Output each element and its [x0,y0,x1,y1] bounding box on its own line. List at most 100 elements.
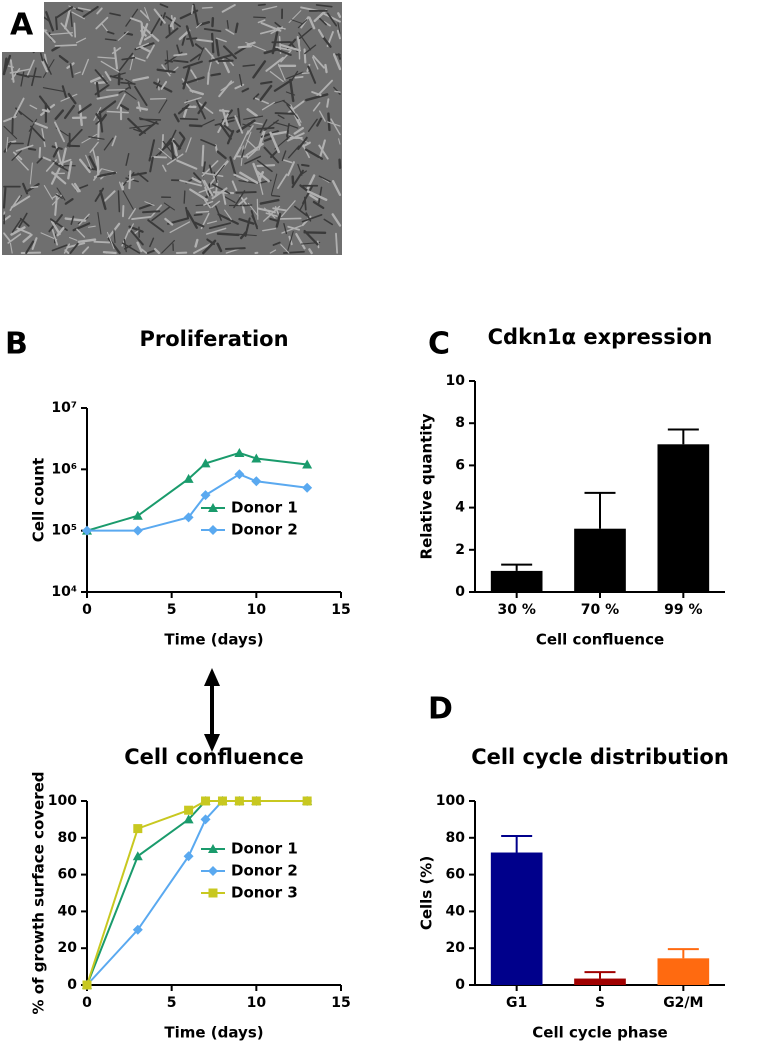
marker [200,490,211,501]
cell [201,6,213,9]
cell [121,56,136,61]
cell [293,126,304,135]
cell [11,150,22,161]
cell [3,232,11,242]
cell [286,132,305,142]
cell [68,236,78,241]
cell [243,115,264,120]
cell [25,240,35,255]
cell [301,163,310,167]
cell [216,232,240,237]
cell [55,194,63,199]
cell [158,147,172,160]
cell [137,101,142,112]
y-tick-label: 20 [58,940,78,956]
x-axis-label: Cell cycle phase [532,1024,667,1042]
marker [234,469,245,480]
cell [218,80,233,98]
cell [54,121,65,143]
cell [234,115,244,134]
cell [92,148,98,167]
cell [74,71,82,75]
cell [141,248,148,254]
cell [97,100,117,115]
marker [201,796,211,806]
panel-label: A [10,8,34,43]
cell [211,182,231,195]
cell [94,84,110,96]
cell [318,175,331,183]
marker [183,473,194,483]
cell [253,16,266,19]
cell [144,201,155,206]
cell [3,125,18,140]
marker [82,525,92,536]
cell [193,172,202,182]
cell [128,223,134,233]
cell [274,112,295,115]
legend-marker [208,844,218,853]
cell [153,8,166,24]
marker [132,851,143,861]
cell [205,227,227,235]
cell [3,211,6,216]
cell [64,198,74,205]
cell [156,68,176,74]
cell [150,14,163,35]
y-tick-label: 0 [455,584,465,600]
cell [85,166,96,171]
cell [40,103,56,116]
cell [192,3,199,26]
cell [60,22,73,37]
cell [322,35,332,48]
cell [143,35,152,41]
cell [330,118,341,136]
cell [9,242,13,254]
cell [225,28,235,35]
cell [258,130,265,147]
cell [125,79,135,85]
cell [269,217,279,223]
cell [217,213,239,225]
cell [212,160,229,178]
cell [34,121,48,129]
cell [299,200,306,211]
cell [94,69,108,85]
cell [335,232,339,254]
legend-label: Donor 2 [231,862,298,880]
cell [15,144,34,152]
cell [106,231,115,250]
cell [77,103,92,114]
cell [303,229,319,246]
cell [307,65,317,84]
cell [27,125,33,147]
cell [64,249,70,254]
x-tick-label: 5 [167,995,177,1011]
cell [260,80,273,85]
cell [259,29,276,35]
cell [306,174,316,191]
cell [22,233,33,243]
cell [54,109,65,120]
y-tick-label: 8 [455,415,465,431]
marker [302,459,313,469]
y-tick-label: 60 [446,867,466,883]
cell [275,213,282,228]
cell [129,124,152,129]
cell [304,148,324,160]
cell [336,29,341,40]
cell [238,197,248,206]
cell [273,121,290,128]
cell [168,129,177,145]
cell [71,183,79,193]
marker [302,482,313,493]
y-tick-label: 10 [446,373,466,389]
cell [280,200,296,218]
cell [263,146,280,164]
cell [234,22,239,34]
cell [31,67,37,87]
cell [299,170,307,177]
cell [189,89,204,96]
cell [176,159,198,170]
cell [42,87,66,93]
